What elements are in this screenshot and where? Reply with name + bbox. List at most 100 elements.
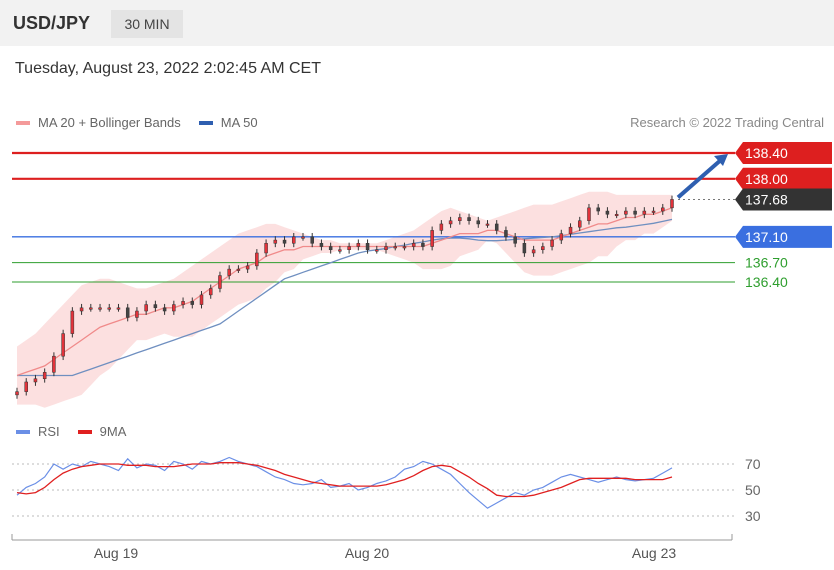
level-label-138-40: 138.40 xyxy=(745,145,788,161)
candle xyxy=(624,210,628,215)
timestamp: Tuesday, August 23, 2022 2:02:45 AM CET xyxy=(15,60,321,77)
candle xyxy=(79,307,84,312)
legend-label-ma20: MA 20 + Bollinger Bands xyxy=(38,115,181,130)
rsi-tick-50: 50 xyxy=(745,482,761,498)
legend-label-ma50: MA 50 xyxy=(220,115,258,130)
candle xyxy=(319,243,324,247)
candle xyxy=(292,236,296,244)
candle xyxy=(670,199,674,209)
candle xyxy=(559,233,564,241)
candle xyxy=(208,288,213,296)
level-tag-137-10 xyxy=(735,225,832,248)
symbol-title[interactable]: USD/JPY xyxy=(13,13,91,33)
candle xyxy=(642,210,647,215)
bollinger-band xyxy=(17,191,672,408)
candle xyxy=(153,304,158,309)
candle xyxy=(15,391,19,396)
research-credit: Research © 2022 Trading Central xyxy=(630,115,824,130)
candle xyxy=(541,246,545,250)
forecast-arrow-shaft xyxy=(676,157,724,199)
legend-swatch-9ma xyxy=(77,429,92,434)
candle xyxy=(199,294,204,305)
rsi-line xyxy=(16,456,673,509)
candle xyxy=(98,307,102,310)
level-label-136-70: 136.70 xyxy=(745,255,788,271)
x-tick-label-aug-23: Aug 23 xyxy=(632,545,677,561)
candle xyxy=(402,246,407,249)
legend-swatch-ma50 xyxy=(198,120,213,125)
candle xyxy=(375,249,379,252)
level-label-137-68: 137.68 xyxy=(745,191,788,207)
level-label-137-10: 137.10 xyxy=(745,229,788,245)
candle xyxy=(135,310,139,318)
candle xyxy=(227,268,231,276)
candle xyxy=(273,239,278,244)
candle xyxy=(181,301,185,305)
candle xyxy=(42,372,47,379)
level-tag-138-00 xyxy=(735,167,832,190)
level-tag-138-40 xyxy=(735,142,832,164)
candle xyxy=(107,307,112,310)
candle xyxy=(421,243,425,247)
candle xyxy=(33,378,38,383)
x-tick-label-aug-19: Aug 19 xyxy=(94,545,139,561)
candle xyxy=(236,268,241,271)
candle xyxy=(61,333,65,357)
candle xyxy=(116,307,121,310)
legend-label-9ma: 9MA xyxy=(99,424,127,439)
rsi-9ma-line xyxy=(16,462,673,498)
candle xyxy=(310,236,314,244)
candle xyxy=(651,210,656,213)
candle xyxy=(393,246,397,249)
candle xyxy=(467,217,471,221)
candle xyxy=(301,236,305,239)
candle xyxy=(328,246,333,250)
candle xyxy=(70,310,75,334)
candle xyxy=(661,207,665,212)
candle xyxy=(430,230,434,247)
rsi-legend: RSI 9MA xyxy=(16,424,144,439)
candle xyxy=(577,220,582,228)
candle xyxy=(52,355,56,373)
level-label-138-00: 138.00 xyxy=(745,171,788,187)
candle xyxy=(458,217,462,221)
candle xyxy=(365,243,370,251)
candle xyxy=(411,243,416,247)
level-tag-137-68 xyxy=(735,188,832,211)
candle xyxy=(633,210,637,215)
candle xyxy=(596,207,600,212)
candle xyxy=(144,304,148,312)
rsi-tick-70: 70 xyxy=(745,456,761,472)
level-label-136-40: 136.40 xyxy=(745,274,788,290)
candle xyxy=(550,239,554,247)
candle xyxy=(338,249,342,252)
candle xyxy=(513,236,517,244)
legend-label-rsi: RSI xyxy=(38,424,60,439)
legend-swatch-ma20 xyxy=(16,120,30,125)
candle xyxy=(568,226,573,234)
candle xyxy=(264,243,268,254)
candle xyxy=(614,214,619,217)
forecast-arrow-head xyxy=(714,154,728,166)
candle xyxy=(125,307,130,318)
timeframe-button[interactable]: 30 MIN xyxy=(111,10,183,38)
candle xyxy=(448,220,453,225)
candle xyxy=(485,223,490,226)
rsi-tick-30: 30 xyxy=(745,508,761,524)
price-legend: MA 20 + Bollinger Bands MA 50 xyxy=(16,115,276,130)
candle xyxy=(531,249,536,254)
candle xyxy=(605,210,610,215)
candle xyxy=(218,275,222,289)
candle xyxy=(347,246,351,250)
legend-swatch-rsi xyxy=(16,429,30,434)
candle xyxy=(504,230,508,238)
candle xyxy=(384,246,388,250)
candle xyxy=(476,220,481,225)
candle xyxy=(439,223,444,231)
candle xyxy=(255,252,259,267)
candle xyxy=(190,301,195,305)
candle xyxy=(172,304,176,312)
candle xyxy=(245,265,250,270)
candle xyxy=(494,223,499,231)
